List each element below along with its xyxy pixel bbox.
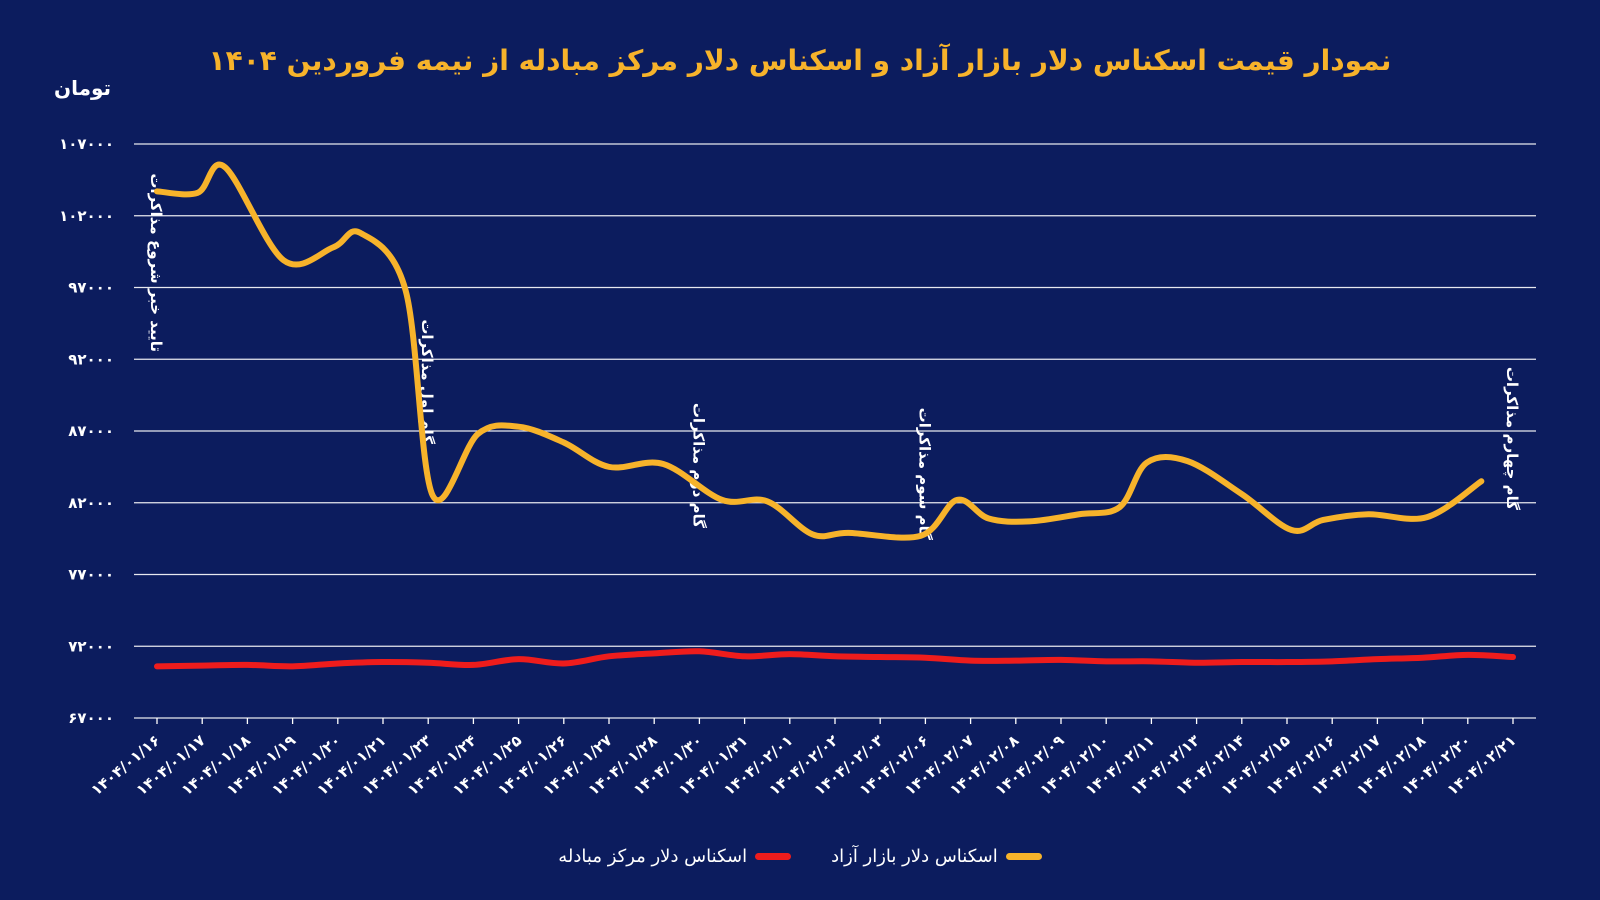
series-line-exchange-center	[154, 648, 1516, 670]
annotation-label: گام سوم مذاکرات	[915, 408, 933, 541]
legend-swatch-exchange-center	[755, 853, 792, 860]
y-tick-label: ۱۰۲۰۰۰	[59, 207, 114, 225]
y-tick-label: ۹۷۰۰۰	[68, 279, 114, 297]
legend: اسکناس دلار بازار آزاد اسکناس دلار مرکز …	[0, 846, 1600, 867]
x-axis: ۱۴۰۴/۰۱/۱۶۱۴۰۴/۰۱/۱۷۱۴۰۴/۰۱/۱۸۱۴۰۴/۰۱/۱۹…	[87, 718, 1520, 799]
y-axis-ticks: ۶۷۰۰۰ ۷۲۰۰۰ ۷۷۰۰۰ ۸۲۰۰۰ ۸۷۰۰۰ ۹۲۰۰۰ ۹۷۰۰۰ ۱۰۲۰۰…	[59, 135, 114, 727]
chart-title: نمودار قیمت اسکناس دلار بازار آزاد و اسک…	[208, 44, 1392, 77]
y-tick-label: ۷۷۰۰۰	[68, 566, 114, 584]
legend-swatch-free-market	[1005, 853, 1042, 860]
y-tick-label: ۹۲۰۰۰	[68, 350, 114, 368]
legend-label-exchange-center: اسکناس دلار مرکز مبادله	[558, 846, 748, 867]
legend-item-free-market[interactable]: اسکناس دلار بازار آزاد	[831, 846, 1042, 867]
y-axis-unit-label: تومان	[54, 76, 112, 100]
series-lines	[154, 161, 1516, 670]
y-tick-label: ۷۲۰۰۰	[68, 637, 114, 655]
gridlines	[134, 143, 1536, 719]
y-tick-label: ۸۲۰۰۰	[68, 494, 114, 512]
series-line-free-market	[154, 161, 1485, 541]
legend-label-free-market: اسکناس دلار بازار آزاد	[831, 846, 998, 867]
y-tick-label: ۱۰۷۰۰۰	[59, 135, 114, 153]
y-tick-label: ۸۷۰۰۰	[68, 422, 114, 440]
annotation-label: گام دوم مذاکرات	[689, 403, 707, 528]
y-tick-label: ۶۷۰۰۰	[68, 709, 114, 727]
annotation-label: تایید خبر شروع مذاکرات	[147, 173, 165, 352]
annotation-label: گام چهارم مذاکرات	[1502, 367, 1521, 510]
legend-item-exchange-center[interactable]: اسکناس دلار مرکز مبادله	[558, 846, 792, 867]
